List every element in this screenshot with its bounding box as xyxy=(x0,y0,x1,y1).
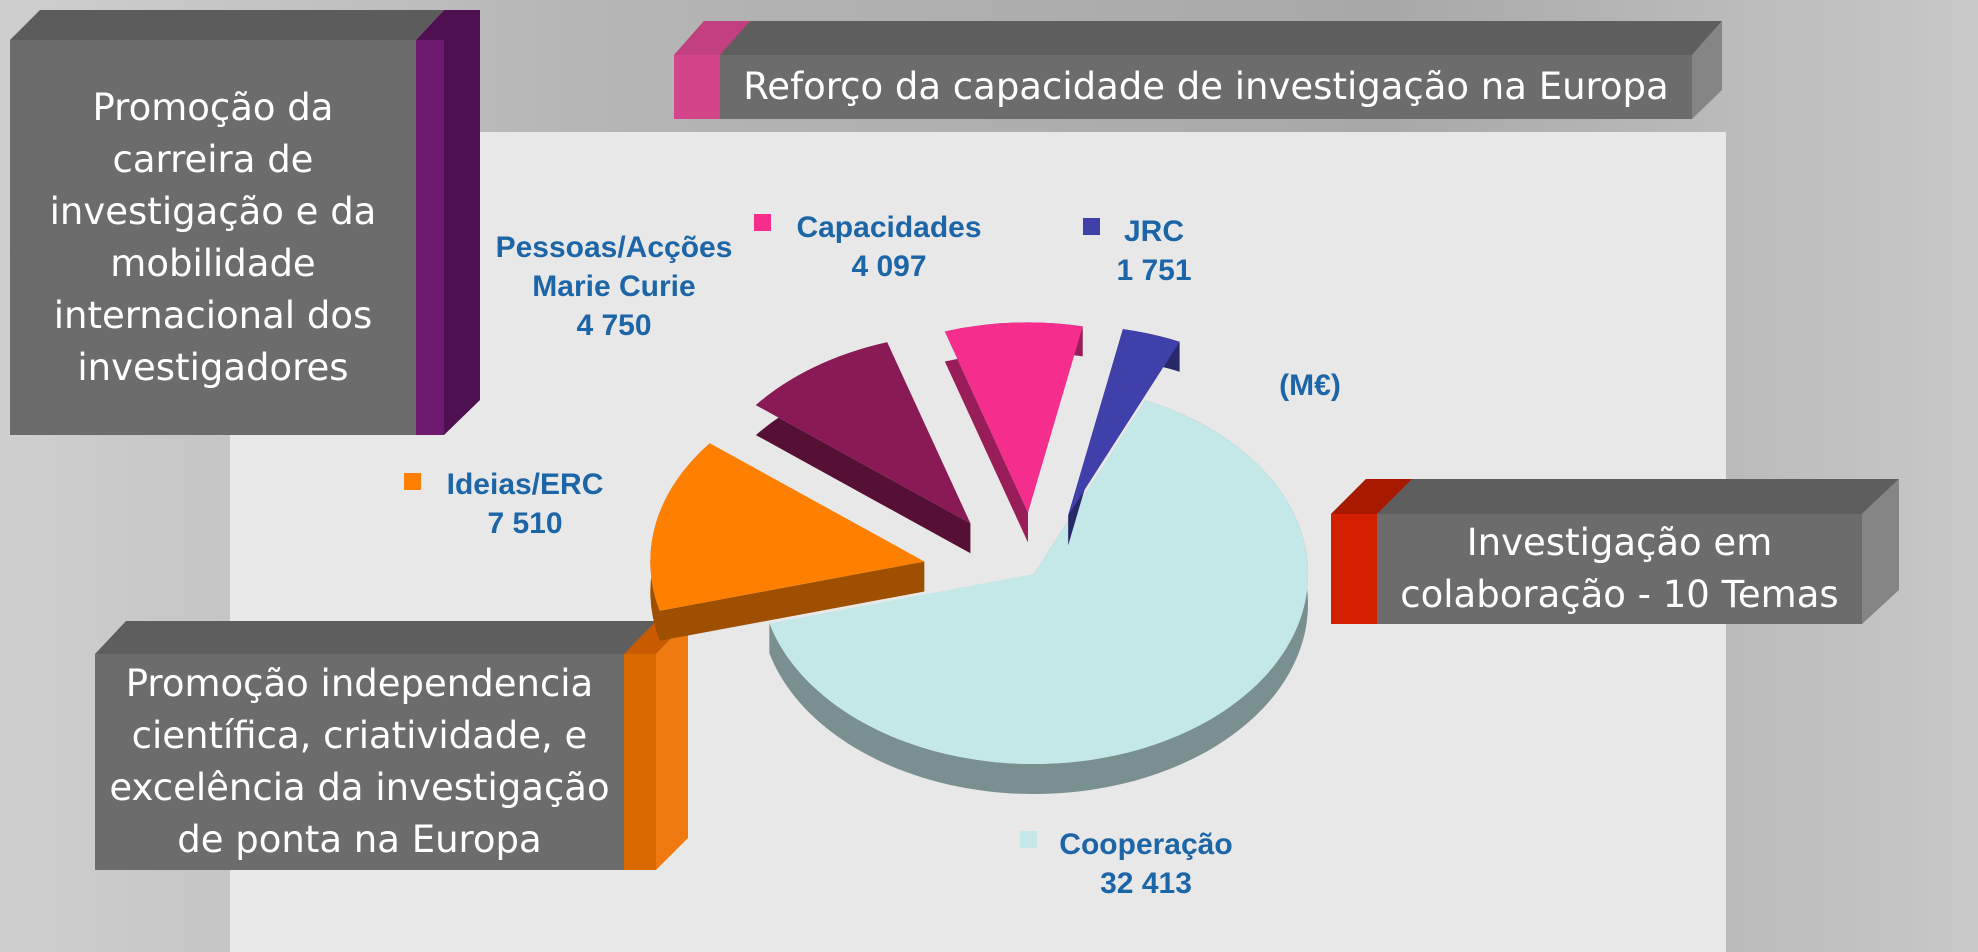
box-accent xyxy=(1331,514,1377,624)
box-accent xyxy=(674,55,720,119)
box-side xyxy=(1862,479,1899,624)
slice xyxy=(1068,329,1180,516)
note-box: Reforço da capacidade de investigação na… xyxy=(720,55,1692,119)
note-box: Promoção independencia científica, criati… xyxy=(95,654,624,870)
slice xyxy=(769,400,1308,765)
note-line: de ponta na Europa xyxy=(177,818,542,861)
box-top xyxy=(674,21,750,55)
note-line: internacional dos xyxy=(53,293,373,337)
note-line: Reforço da capacidade de investigação na… xyxy=(743,65,1669,108)
note-line: investigadores xyxy=(77,345,349,389)
slice xyxy=(755,342,971,524)
slice-side xyxy=(650,443,925,641)
note-line: mobilidade xyxy=(110,241,316,285)
note-box: Investigação em colaboração - 10 Temas xyxy=(1377,514,1862,624)
box-top xyxy=(674,21,1722,55)
category: Capacidades xyxy=(796,211,982,244)
value-label: 4 750 xyxy=(576,309,652,342)
note-line: excelência da investigação xyxy=(109,766,610,809)
category: Pessoas/Acções Marie Curie xyxy=(495,231,733,303)
note-line: carreira de xyxy=(112,137,314,181)
category: Ideias/ERC xyxy=(446,468,604,501)
box-accent xyxy=(624,654,656,870)
slice-label: Ideias/ERC 7 510 xyxy=(447,465,604,543)
note-line: investigação e da xyxy=(49,189,377,233)
box-accent xyxy=(416,40,444,435)
legend-swatch xyxy=(404,473,421,490)
value-label: 1 751 xyxy=(1116,254,1192,287)
value-label: 7 510 xyxy=(487,507,563,540)
value-label: 32 413 xyxy=(1100,867,1192,900)
slice xyxy=(650,443,925,611)
note-line: Promoção independencia xyxy=(125,662,594,705)
slice-label: Cooperação 32 413 xyxy=(1059,825,1232,903)
box-top xyxy=(1331,479,1412,514)
unit-label: (M€) xyxy=(1279,369,1341,402)
value-label: 4 097 xyxy=(851,250,927,283)
slice xyxy=(944,322,1083,513)
note-line: científica, criatividade, e xyxy=(131,714,588,757)
note-box: Promoção da carreira de investigação e da m… xyxy=(10,40,416,435)
legend-swatch xyxy=(1020,831,1037,848)
box-top xyxy=(95,621,688,654)
slice-label: Capacidades 4 097 xyxy=(796,208,981,286)
note-line: Promoção da xyxy=(92,85,334,129)
note-line: colaboração - 10 Temas xyxy=(1400,573,1839,616)
note-line: Investigação em xyxy=(1466,521,1773,564)
category: JRC xyxy=(1123,215,1185,248)
slice-label: Pessoas/Acções Marie Curie 4 750 xyxy=(479,228,749,345)
box-side xyxy=(1692,21,1722,119)
box-top xyxy=(10,10,444,40)
legend-swatch xyxy=(754,214,771,231)
box-side xyxy=(656,621,688,870)
legend-swatch xyxy=(1083,218,1100,235)
box-top xyxy=(1331,479,1899,514)
slice-label: JRC 1 751 xyxy=(1116,212,1191,290)
category: Cooperação xyxy=(1059,828,1233,861)
